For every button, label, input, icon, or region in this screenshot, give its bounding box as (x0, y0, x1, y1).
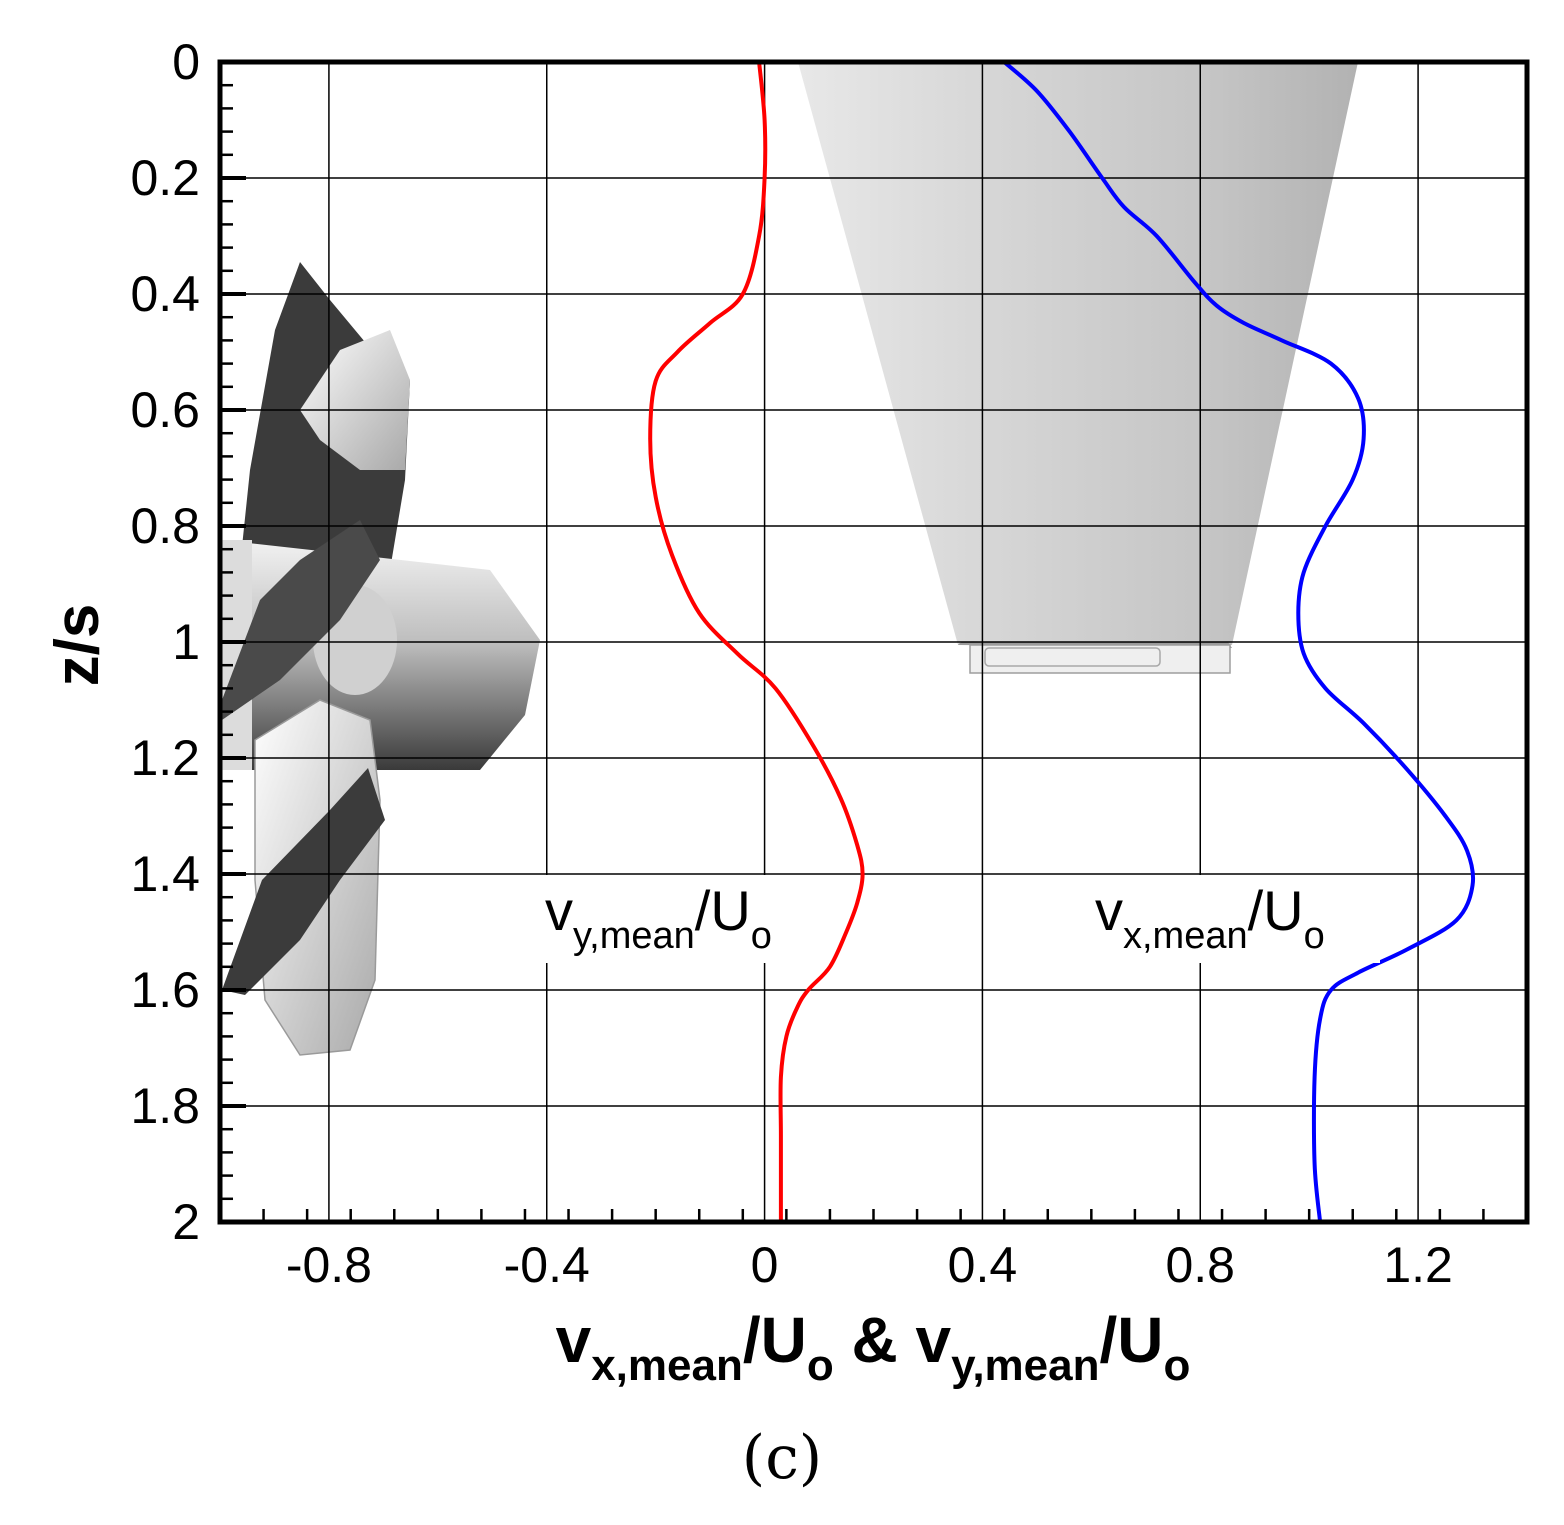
series-line-vx-mean (1002, 62, 1476, 1222)
x-tick-label: 0 (751, 1237, 779, 1293)
y-tick-label: 0 (172, 34, 200, 90)
x-tick-label: 0.8 (1165, 1237, 1235, 1293)
y-tick-label: 1.2 (130, 730, 200, 786)
y-tick-label: 0.6 (130, 382, 200, 438)
rudder-illustration (798, 62, 1358, 674)
series-label-vx-tail: /U (1248, 879, 1304, 942)
y-tick-labels: 0 0.2 0.4 0.6 0.8 1 1.2 1.4 1.6 1.8 2 (130, 34, 200, 1250)
plot-frame (217, 59, 1530, 1225)
propeller-illustration (222, 262, 540, 1056)
series-label-vx-sub: x,mean (1123, 915, 1248, 957)
series-label-vy: vy,mean/Uo (532, 875, 822, 963)
series-label-vy-tail: /U (695, 879, 751, 942)
series-label-vy-tail-sub: o (751, 915, 772, 957)
series-label-vx-tail-sub: o (1304, 915, 1325, 957)
illustration-layer (222, 62, 1358, 1056)
y-tick-label: 0.2 (130, 150, 200, 206)
x-tick-label: 0.4 (948, 1237, 1018, 1293)
y-tick-label: 0.4 (130, 266, 200, 322)
series-label-vx-main: v (1095, 879, 1123, 942)
figure-caption: (c) (742, 1423, 822, 1493)
svg-text:vy,mean/Uo: vy,mean/Uo (545, 879, 772, 957)
series-label-vx: vx,mean/Uo (1080, 875, 1380, 963)
y-axis-title: z/s (43, 604, 112, 687)
y-tick-label: 2 (172, 1194, 200, 1250)
y-tick-label: 1.6 (130, 962, 200, 1018)
axis-ticks (218, 60, 1529, 1224)
series-label-vy-sub: y,mean (573, 915, 695, 957)
x-tick-label: -0.8 (286, 1237, 372, 1293)
x-tick-label: 1.2 (1383, 1237, 1453, 1293)
svg-text:vx,mean/Uo: vx,mean/Uo (1095, 879, 1325, 957)
x-axis-title: vx,mean/Uo & vy,mean/Uo (556, 1304, 1191, 1390)
y-tick-label: 0.8 (130, 498, 200, 554)
series-layer (648, 62, 1476, 1222)
y-tick-label: 1 (172, 614, 200, 670)
series-label-vy-main: v (545, 879, 573, 942)
x-tick-label: -0.4 (504, 1237, 590, 1293)
x-tick-labels: -0.8 -0.4 0 0.4 0.8 1.2 (286, 1237, 1453, 1293)
series-line-vy-mean (648, 62, 865, 1222)
y-tick-label: 1.8 (130, 1078, 200, 1134)
y-tick-label: 1.4 (130, 846, 200, 902)
